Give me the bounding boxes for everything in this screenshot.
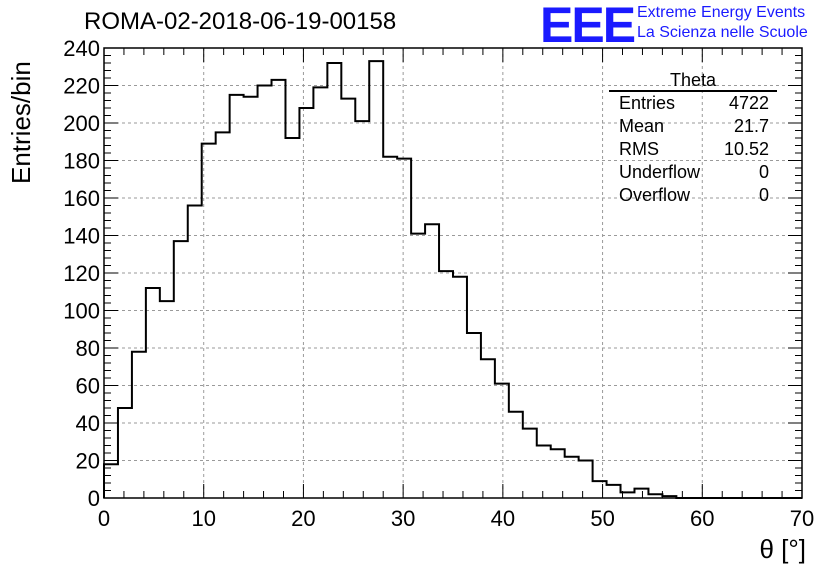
x-tick-label: 20 — [291, 506, 315, 531]
x-tick-label: 10 — [191, 506, 215, 531]
y-tick-label: 20 — [76, 449, 100, 474]
y-tick-label: 140 — [63, 224, 100, 249]
stats-row-mean: Mean 21.7 — [609, 115, 777, 138]
histogram-bin — [579, 461, 593, 499]
y-tick-label: 200 — [63, 111, 100, 136]
histogram-bin — [425, 224, 439, 498]
histogram-bin — [216, 132, 230, 498]
histogram-bin — [453, 277, 467, 498]
eee-logo: EEE — [540, 0, 636, 53]
histogram-bin — [299, 108, 313, 498]
histogram-bin — [509, 412, 523, 498]
stats-value: 0 — [758, 185, 769, 205]
y-tick-label: 180 — [63, 149, 100, 174]
stats-value: 4722 — [728, 93, 769, 113]
histogram-bin — [104, 464, 118, 498]
histogram-bin — [160, 301, 174, 498]
x-tick-label: 30 — [391, 506, 415, 531]
histogram-bin — [565, 457, 579, 498]
stats-row-rms: RMS 10.52 — [609, 138, 777, 161]
y-tick-label: 240 — [63, 36, 100, 61]
histogram-bin — [355, 121, 369, 498]
y-tick-label: 160 — [63, 186, 100, 211]
histogram-bin — [439, 271, 453, 498]
histogram-bin — [272, 80, 286, 498]
histogram-bin — [523, 429, 537, 498]
histogram-bin — [481, 359, 495, 498]
stats-box: Theta Entries 4722 Mean 21.7 RMS 10.52 U… — [609, 70, 777, 207]
x-tick-label: 0 — [98, 506, 110, 531]
x-tick-label: 40 — [491, 506, 515, 531]
stats-title: Theta — [609, 70, 777, 92]
stats-label: Mean — [619, 116, 665, 136]
histogram-bin — [132, 352, 146, 498]
histogram-bin — [634, 489, 648, 498]
histogram-bin — [341, 99, 355, 498]
y-tick-label: 0 — [88, 486, 100, 511]
histogram-outline — [103, 60, 802, 499]
y-tick-label: 80 — [76, 336, 100, 361]
histogram-bin — [607, 485, 621, 498]
x-tick-label: 60 — [690, 506, 714, 531]
histogram-bin — [495, 384, 509, 498]
y-tick-label: 220 — [63, 74, 100, 99]
logo-subtitle-2: La Scienza nelle Scuole — [637, 24, 808, 41]
plot-title: ROMA-02-2018-06-19-00158 — [84, 8, 397, 35]
histogram-bin — [146, 288, 160, 498]
histogram-bin — [285, 138, 299, 498]
histogram-bin — [593, 481, 607, 498]
stats-label: Overflow — [619, 185, 691, 205]
histogram-bin — [258, 86, 272, 499]
logo-subtitle-1: Extreme Energy Events — [637, 4, 806, 21]
stats-label: Entries — [619, 93, 676, 113]
stats-label: Underflow — [619, 162, 701, 182]
stats-value: 21.7 — [733, 116, 769, 136]
histogram-bin — [537, 446, 551, 499]
histogram-bin — [467, 333, 481, 498]
histogram-bin — [188, 206, 202, 499]
histogram-bin — [244, 97, 258, 498]
x-tick-label: 50 — [590, 506, 614, 531]
histogram-bin — [313, 87, 327, 498]
y-axis-label: Entries/bin — [6, 61, 36, 184]
histogram-bin — [551, 449, 565, 498]
y-tick-label: 100 — [63, 299, 100, 324]
stats-row-overflow: Overflow 0 — [609, 184, 777, 207]
y-tick-label: 40 — [76, 411, 100, 436]
y-tick-label: 60 — [76, 374, 100, 399]
x-axis-label: θ [°] — [759, 534, 806, 564]
histogram-bin — [118, 408, 132, 498]
stats-row-entries: Entries 4722 — [609, 92, 777, 115]
stats-row-underflow: Underflow 0 — [609, 161, 777, 184]
histogram-bin — [383, 157, 397, 498]
stats-label: RMS — [619, 139, 659, 159]
histogram-bin — [369, 61, 383, 498]
y-tick-label: 120 — [63, 261, 100, 286]
stats-value: 0 — [758, 162, 769, 182]
histogram-bin — [397, 159, 411, 498]
histogram-bin — [230, 95, 244, 498]
histogram-bin — [327, 63, 341, 498]
stats-value: 10.52 — [723, 139, 769, 159]
x-tick-label: 70 — [790, 506, 814, 531]
histogram-bin — [174, 241, 188, 498]
